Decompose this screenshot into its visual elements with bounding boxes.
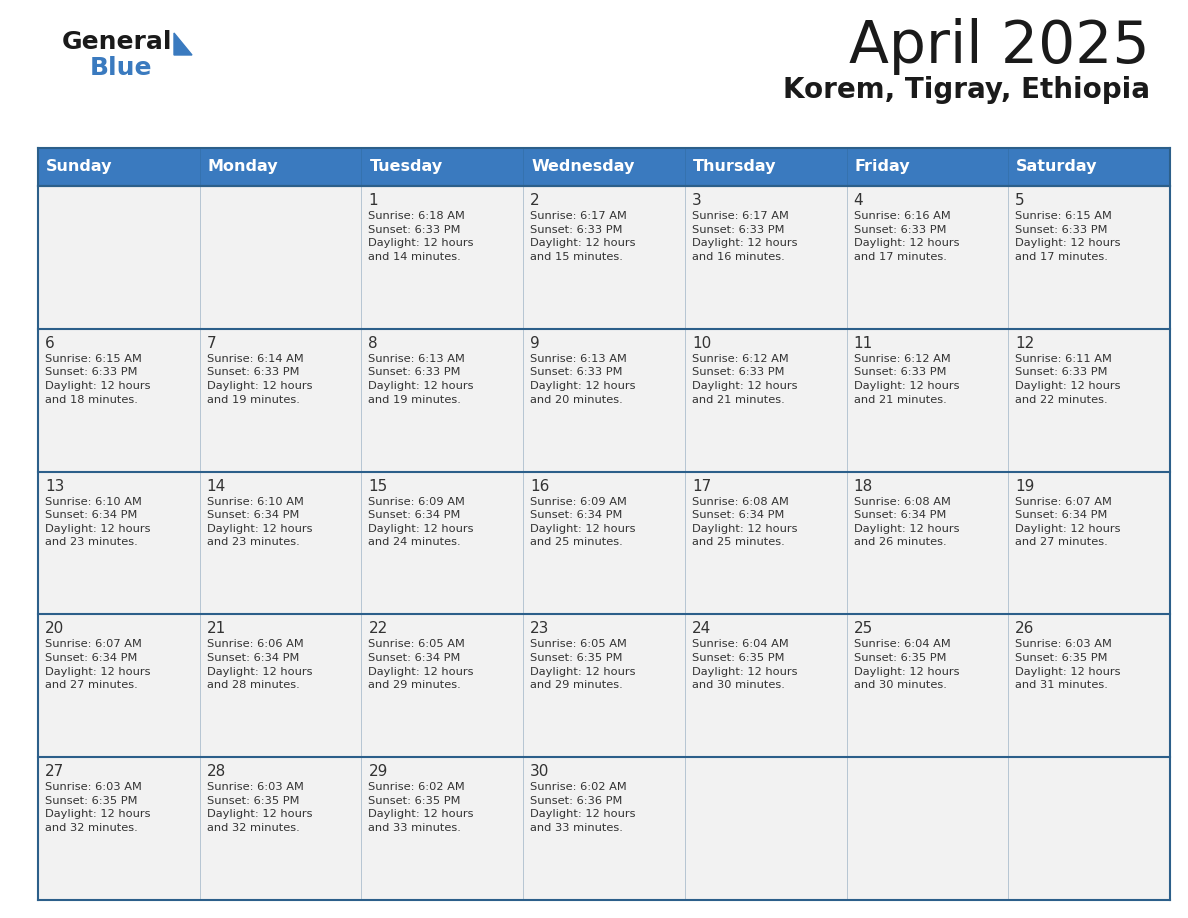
Text: Sunrise: 6:13 AM
Sunset: 6:33 PM
Daylight: 12 hours
and 19 minutes.: Sunrise: 6:13 AM Sunset: 6:33 PM Dayligh… bbox=[368, 353, 474, 405]
Text: 20: 20 bbox=[45, 621, 64, 636]
Text: 13: 13 bbox=[45, 478, 64, 494]
Text: Sunrise: 6:18 AM
Sunset: 6:33 PM
Daylight: 12 hours
and 14 minutes.: Sunrise: 6:18 AM Sunset: 6:33 PM Dayligh… bbox=[368, 211, 474, 262]
Polygon shape bbox=[173, 33, 192, 55]
Bar bbox=[1009, 148, 1170, 186]
Text: Sunrise: 6:08 AM
Sunset: 6:34 PM
Daylight: 12 hours
and 25 minutes.: Sunrise: 6:08 AM Sunset: 6:34 PM Dayligh… bbox=[691, 497, 797, 547]
Bar bbox=[523, 148, 684, 186]
Text: Sunrise: 6:04 AM
Sunset: 6:35 PM
Daylight: 12 hours
and 30 minutes.: Sunrise: 6:04 AM Sunset: 6:35 PM Dayligh… bbox=[691, 640, 797, 690]
Text: 18: 18 bbox=[853, 478, 873, 494]
Text: Sunrise: 6:12 AM
Sunset: 6:33 PM
Daylight: 12 hours
and 21 minutes.: Sunrise: 6:12 AM Sunset: 6:33 PM Dayligh… bbox=[853, 353, 959, 405]
Text: Sunrise: 6:10 AM
Sunset: 6:34 PM
Daylight: 12 hours
and 23 minutes.: Sunrise: 6:10 AM Sunset: 6:34 PM Dayligh… bbox=[207, 497, 312, 547]
Text: 5: 5 bbox=[1016, 193, 1025, 208]
Text: 28: 28 bbox=[207, 764, 226, 779]
Bar bbox=[38, 186, 1170, 329]
Text: Sunrise: 6:05 AM
Sunset: 6:34 PM
Daylight: 12 hours
and 29 minutes.: Sunrise: 6:05 AM Sunset: 6:34 PM Dayligh… bbox=[368, 640, 474, 690]
Text: Sunrise: 6:09 AM
Sunset: 6:34 PM
Daylight: 12 hours
and 24 minutes.: Sunrise: 6:09 AM Sunset: 6:34 PM Dayligh… bbox=[368, 497, 474, 547]
Text: Sunrise: 6:03 AM
Sunset: 6:35 PM
Daylight: 12 hours
and 31 minutes.: Sunrise: 6:03 AM Sunset: 6:35 PM Dayligh… bbox=[1016, 640, 1120, 690]
Bar bbox=[38, 329, 1170, 472]
Text: Sunrise: 6:06 AM
Sunset: 6:34 PM
Daylight: 12 hours
and 28 minutes.: Sunrise: 6:06 AM Sunset: 6:34 PM Dayligh… bbox=[207, 640, 312, 690]
Bar bbox=[361, 148, 523, 186]
Text: 10: 10 bbox=[691, 336, 712, 351]
Text: 9: 9 bbox=[530, 336, 539, 351]
Text: April 2025: April 2025 bbox=[849, 18, 1150, 75]
Text: 6: 6 bbox=[45, 336, 55, 351]
Text: 16: 16 bbox=[530, 478, 550, 494]
Bar bbox=[38, 472, 1170, 614]
Text: 15: 15 bbox=[368, 478, 387, 494]
Text: 17: 17 bbox=[691, 478, 712, 494]
Bar bbox=[38, 757, 1170, 900]
Text: Sunrise: 6:11 AM
Sunset: 6:33 PM
Daylight: 12 hours
and 22 minutes.: Sunrise: 6:11 AM Sunset: 6:33 PM Dayligh… bbox=[1016, 353, 1120, 405]
Text: 2: 2 bbox=[530, 193, 539, 208]
Text: Blue: Blue bbox=[90, 56, 152, 80]
Text: Sunrise: 6:12 AM
Sunset: 6:33 PM
Daylight: 12 hours
and 21 minutes.: Sunrise: 6:12 AM Sunset: 6:33 PM Dayligh… bbox=[691, 353, 797, 405]
Text: 1: 1 bbox=[368, 193, 378, 208]
Text: 21: 21 bbox=[207, 621, 226, 636]
Text: Sunrise: 6:15 AM
Sunset: 6:33 PM
Daylight: 12 hours
and 18 minutes.: Sunrise: 6:15 AM Sunset: 6:33 PM Dayligh… bbox=[45, 353, 151, 405]
Text: 7: 7 bbox=[207, 336, 216, 351]
Bar bbox=[684, 148, 847, 186]
Text: Thursday: Thursday bbox=[693, 160, 776, 174]
Text: 27: 27 bbox=[45, 764, 64, 779]
Text: 8: 8 bbox=[368, 336, 378, 351]
Text: Sunrise: 6:02 AM
Sunset: 6:36 PM
Daylight: 12 hours
and 33 minutes.: Sunrise: 6:02 AM Sunset: 6:36 PM Dayligh… bbox=[530, 782, 636, 833]
Text: 24: 24 bbox=[691, 621, 712, 636]
Bar bbox=[847, 148, 1009, 186]
Text: Sunrise: 6:04 AM
Sunset: 6:35 PM
Daylight: 12 hours
and 30 minutes.: Sunrise: 6:04 AM Sunset: 6:35 PM Dayligh… bbox=[853, 640, 959, 690]
Text: Sunday: Sunday bbox=[46, 160, 113, 174]
Text: Sunrise: 6:14 AM
Sunset: 6:33 PM
Daylight: 12 hours
and 19 minutes.: Sunrise: 6:14 AM Sunset: 6:33 PM Dayligh… bbox=[207, 353, 312, 405]
Text: Monday: Monday bbox=[208, 160, 278, 174]
Bar bbox=[200, 148, 361, 186]
Text: Sunrise: 6:15 AM
Sunset: 6:33 PM
Daylight: 12 hours
and 17 minutes.: Sunrise: 6:15 AM Sunset: 6:33 PM Dayligh… bbox=[1016, 211, 1120, 262]
Text: 4: 4 bbox=[853, 193, 864, 208]
Text: 30: 30 bbox=[530, 764, 550, 779]
Text: Sunrise: 6:07 AM
Sunset: 6:34 PM
Daylight: 12 hours
and 27 minutes.: Sunrise: 6:07 AM Sunset: 6:34 PM Dayligh… bbox=[45, 640, 151, 690]
Text: 11: 11 bbox=[853, 336, 873, 351]
Text: General: General bbox=[62, 30, 172, 54]
Text: 29: 29 bbox=[368, 764, 387, 779]
Text: Sunrise: 6:10 AM
Sunset: 6:34 PM
Daylight: 12 hours
and 23 minutes.: Sunrise: 6:10 AM Sunset: 6:34 PM Dayligh… bbox=[45, 497, 151, 547]
Text: 22: 22 bbox=[368, 621, 387, 636]
Text: Sunrise: 6:05 AM
Sunset: 6:35 PM
Daylight: 12 hours
and 29 minutes.: Sunrise: 6:05 AM Sunset: 6:35 PM Dayligh… bbox=[530, 640, 636, 690]
Text: Sunrise: 6:03 AM
Sunset: 6:35 PM
Daylight: 12 hours
and 32 minutes.: Sunrise: 6:03 AM Sunset: 6:35 PM Dayligh… bbox=[207, 782, 312, 833]
Text: Sunrise: 6:03 AM
Sunset: 6:35 PM
Daylight: 12 hours
and 32 minutes.: Sunrise: 6:03 AM Sunset: 6:35 PM Dayligh… bbox=[45, 782, 151, 833]
Text: Sunrise: 6:02 AM
Sunset: 6:35 PM
Daylight: 12 hours
and 33 minutes.: Sunrise: 6:02 AM Sunset: 6:35 PM Dayligh… bbox=[368, 782, 474, 833]
Text: 19: 19 bbox=[1016, 478, 1035, 494]
Text: Sunrise: 6:08 AM
Sunset: 6:34 PM
Daylight: 12 hours
and 26 minutes.: Sunrise: 6:08 AM Sunset: 6:34 PM Dayligh… bbox=[853, 497, 959, 547]
Bar bbox=[38, 148, 200, 186]
Text: Wednesday: Wednesday bbox=[531, 160, 634, 174]
Text: 14: 14 bbox=[207, 478, 226, 494]
Text: Sunrise: 6:13 AM
Sunset: 6:33 PM
Daylight: 12 hours
and 20 minutes.: Sunrise: 6:13 AM Sunset: 6:33 PM Dayligh… bbox=[530, 353, 636, 405]
Text: Sunrise: 6:09 AM
Sunset: 6:34 PM
Daylight: 12 hours
and 25 minutes.: Sunrise: 6:09 AM Sunset: 6:34 PM Dayligh… bbox=[530, 497, 636, 547]
Text: 3: 3 bbox=[691, 193, 702, 208]
Text: Tuesday: Tuesday bbox=[369, 160, 443, 174]
Text: Sunrise: 6:17 AM
Sunset: 6:33 PM
Daylight: 12 hours
and 16 minutes.: Sunrise: 6:17 AM Sunset: 6:33 PM Dayligh… bbox=[691, 211, 797, 262]
Text: 26: 26 bbox=[1016, 621, 1035, 636]
Text: Sunrise: 6:07 AM
Sunset: 6:34 PM
Daylight: 12 hours
and 27 minutes.: Sunrise: 6:07 AM Sunset: 6:34 PM Dayligh… bbox=[1016, 497, 1120, 547]
Text: 23: 23 bbox=[530, 621, 550, 636]
Text: Korem, Tigray, Ethiopia: Korem, Tigray, Ethiopia bbox=[783, 76, 1150, 104]
Text: 25: 25 bbox=[853, 621, 873, 636]
Text: Saturday: Saturday bbox=[1016, 160, 1098, 174]
Text: Sunrise: 6:16 AM
Sunset: 6:33 PM
Daylight: 12 hours
and 17 minutes.: Sunrise: 6:16 AM Sunset: 6:33 PM Dayligh… bbox=[853, 211, 959, 262]
Text: 12: 12 bbox=[1016, 336, 1035, 351]
Text: Sunrise: 6:17 AM
Sunset: 6:33 PM
Daylight: 12 hours
and 15 minutes.: Sunrise: 6:17 AM Sunset: 6:33 PM Dayligh… bbox=[530, 211, 636, 262]
Bar bbox=[38, 614, 1170, 757]
Text: Friday: Friday bbox=[854, 160, 910, 174]
